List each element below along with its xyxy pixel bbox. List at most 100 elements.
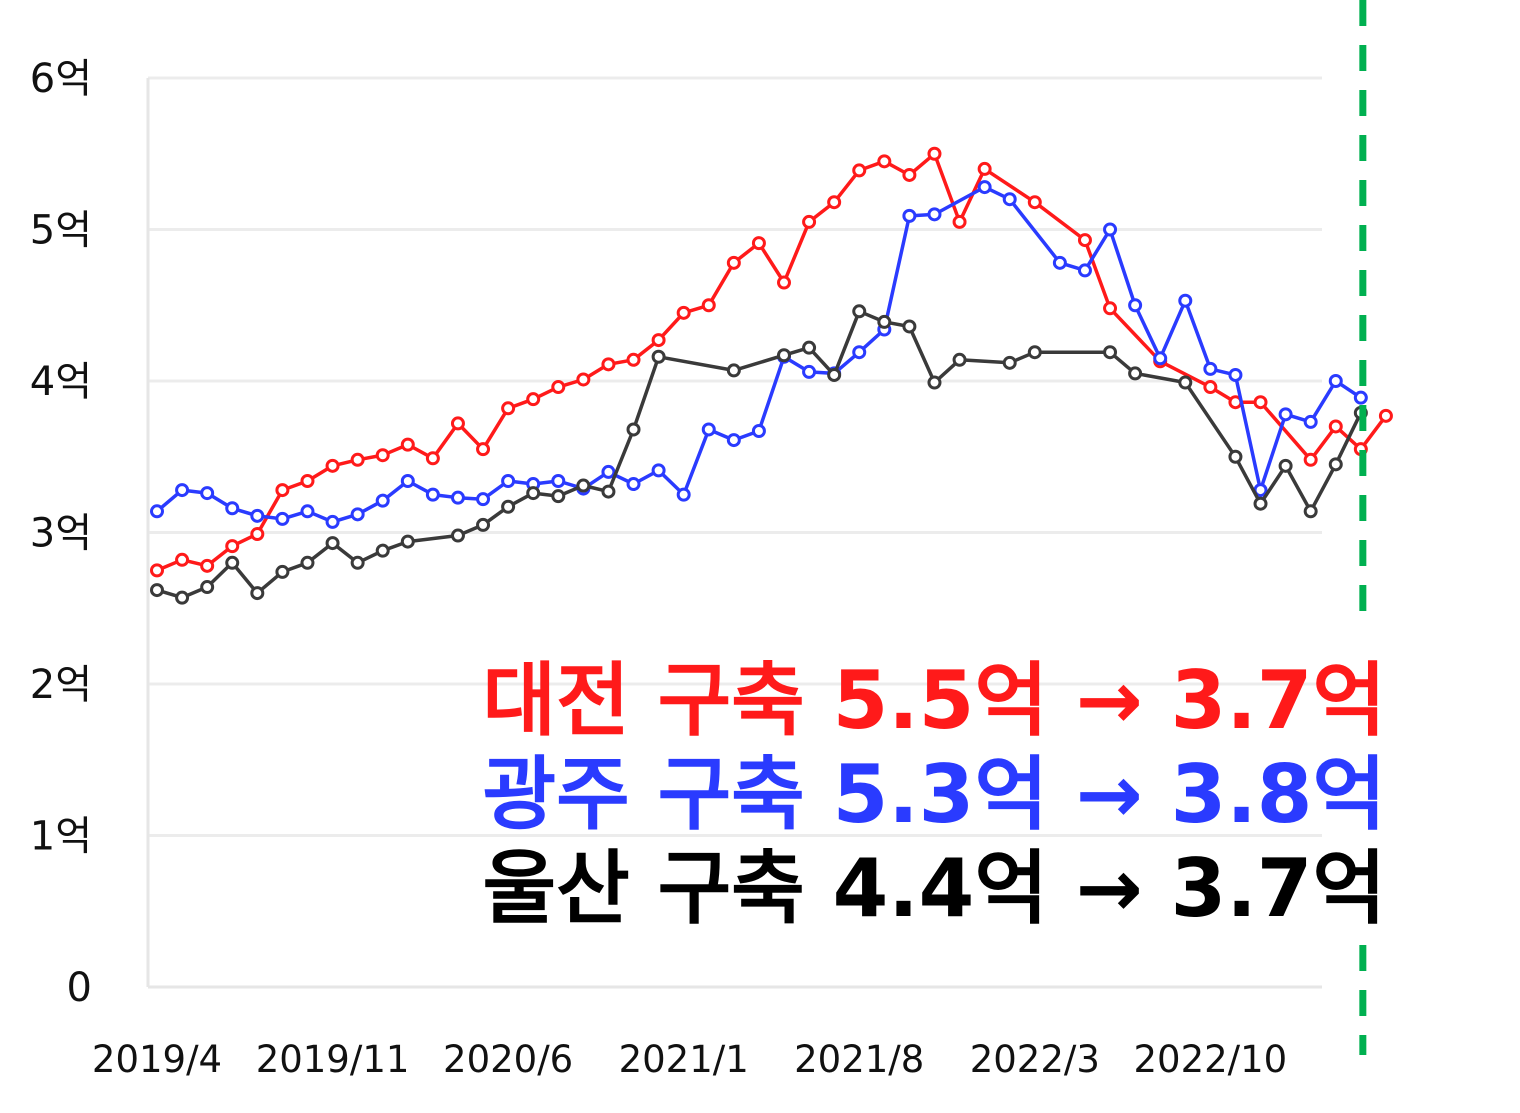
data-point (425, 451, 440, 466)
data-point (200, 558, 215, 573)
data-point (1328, 374, 1343, 388)
data-point (1103, 222, 1118, 237)
x-tick-label: 2022/10 (1134, 1038, 1288, 1081)
data-point (1027, 345, 1042, 360)
data-point (450, 528, 465, 543)
data-point (852, 163, 867, 178)
data-point (651, 333, 666, 348)
data-point (425, 487, 440, 502)
data-point (1278, 458, 1293, 473)
data-point (576, 478, 591, 493)
series-group (150, 146, 1393, 605)
data-point (275, 483, 290, 498)
data-point (375, 493, 390, 508)
data-point (1328, 457, 1343, 472)
data-point (802, 214, 817, 229)
data-point (852, 304, 867, 319)
data-point (601, 464, 616, 479)
data-point (952, 352, 967, 367)
y-tick-label: 2억 (30, 662, 92, 708)
data-point (175, 483, 190, 498)
data-point (300, 555, 315, 570)
y-tick-label: 0 (67, 965, 92, 1011)
x-tick-label: 2020/6 (443, 1038, 573, 1081)
data-point (1153, 351, 1168, 366)
data-point (1002, 192, 1017, 207)
data-point (726, 433, 741, 448)
data-point (150, 583, 164, 598)
data-point (1128, 366, 1143, 381)
data-point (852, 345, 867, 360)
data-point (576, 372, 591, 387)
data-point (275, 511, 290, 526)
data-point (325, 536, 340, 551)
data-point (225, 555, 240, 570)
data-point (1228, 367, 1243, 382)
data-point (350, 555, 365, 570)
series-0 (150, 146, 1393, 578)
data-point (400, 473, 415, 488)
x-tick-label: 2022/3 (970, 1038, 1100, 1081)
x-tick-label: 2019/11 (256, 1038, 410, 1081)
data-point (551, 489, 566, 504)
data-point (1303, 414, 1318, 429)
data-point (927, 375, 942, 390)
data-point (501, 473, 516, 488)
data-point (450, 416, 465, 431)
data-point (225, 539, 240, 554)
data-point (450, 490, 465, 505)
data-point (1178, 293, 1193, 308)
data-point (250, 508, 265, 523)
data-point (1002, 355, 1017, 370)
data-point (325, 458, 340, 473)
data-point (250, 586, 265, 601)
data-point (827, 367, 842, 382)
data-point (1077, 263, 1092, 278)
data-point (977, 161, 992, 176)
y-tick-label: 5억 (30, 208, 92, 254)
data-point (150, 563, 164, 578)
data-point (200, 580, 215, 595)
gridlines (148, 76, 1322, 837)
data-point (651, 349, 666, 364)
y-tick-label: 4억 (30, 359, 92, 405)
y-tick-label: 1억 (30, 814, 92, 860)
data-point (1077, 233, 1092, 248)
data-point (1178, 375, 1193, 390)
data-point (902, 167, 917, 182)
data-point (626, 422, 641, 437)
data-point (551, 473, 566, 488)
data-point (275, 564, 290, 579)
data-point (676, 487, 691, 502)
data-point (175, 552, 190, 567)
y-axis-ticks: 0 1억 2억 3억 4억 5억 6억 (30, 56, 92, 1011)
data-point (1303, 452, 1318, 467)
data-point (1128, 298, 1143, 313)
data-point (501, 499, 516, 514)
data-point (200, 486, 215, 501)
data-point (1052, 255, 1067, 270)
data-point (476, 442, 491, 457)
data-point (300, 504, 315, 519)
data-point (927, 146, 942, 161)
series-1 (150, 180, 1368, 529)
data-point (1228, 449, 1243, 464)
data-point (1253, 395, 1268, 410)
data-point (1103, 345, 1118, 360)
data-point (1328, 419, 1343, 434)
data-point (225, 501, 240, 516)
series-line (156, 309, 1363, 600)
series-line (156, 152, 1388, 573)
data-point (1203, 380, 1218, 395)
x-tick-label: 2021/1 (619, 1038, 749, 1081)
data-point (777, 275, 791, 290)
x-axis-ticks: 2019/4 2019/11 2020/6 2021/1 2021/8 2022/3 202… (92, 1038, 1287, 1081)
data-point (400, 437, 415, 452)
data-point (651, 463, 666, 478)
data-point (551, 380, 566, 395)
data-point (526, 486, 541, 501)
data-point (1203, 361, 1218, 376)
series-2 (150, 304, 1368, 605)
